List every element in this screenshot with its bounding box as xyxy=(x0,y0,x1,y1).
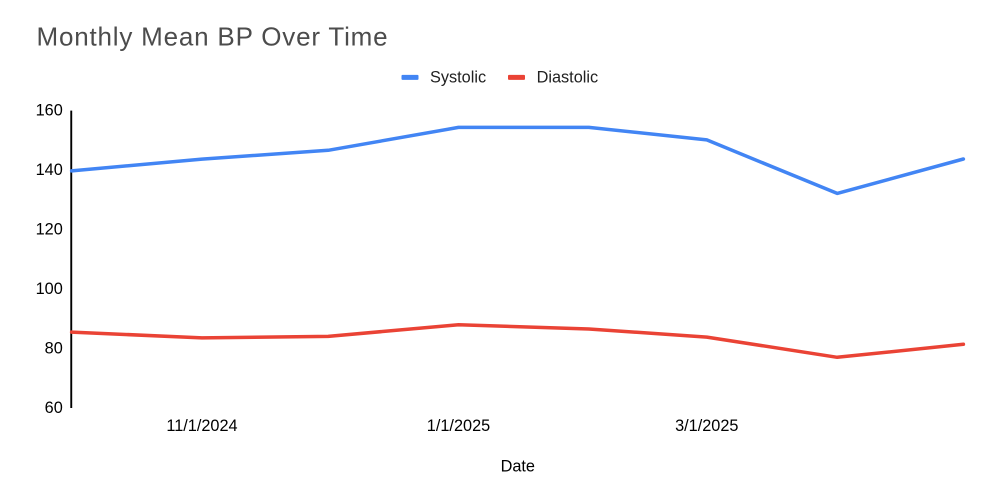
svg-text:3/1/2025: 3/1/2025 xyxy=(675,417,738,435)
svg-text:80: 80 xyxy=(45,340,63,358)
svg-text:140: 140 xyxy=(36,161,63,179)
svg-text:Monthly Mean BP Over Time: Monthly Mean BP Over Time xyxy=(37,22,389,52)
svg-text:60: 60 xyxy=(45,399,63,417)
svg-text:120: 120 xyxy=(36,221,63,239)
svg-text:1/1/2025: 1/1/2025 xyxy=(427,417,490,435)
svg-text:160: 160 xyxy=(36,102,63,120)
svg-text:100: 100 xyxy=(36,280,63,298)
svg-text:Systolic: Systolic xyxy=(430,69,486,87)
svg-text:Date: Date xyxy=(501,458,535,476)
svg-text:11/1/2024: 11/1/2024 xyxy=(166,417,237,435)
svg-text:Diastolic: Diastolic xyxy=(537,69,599,87)
